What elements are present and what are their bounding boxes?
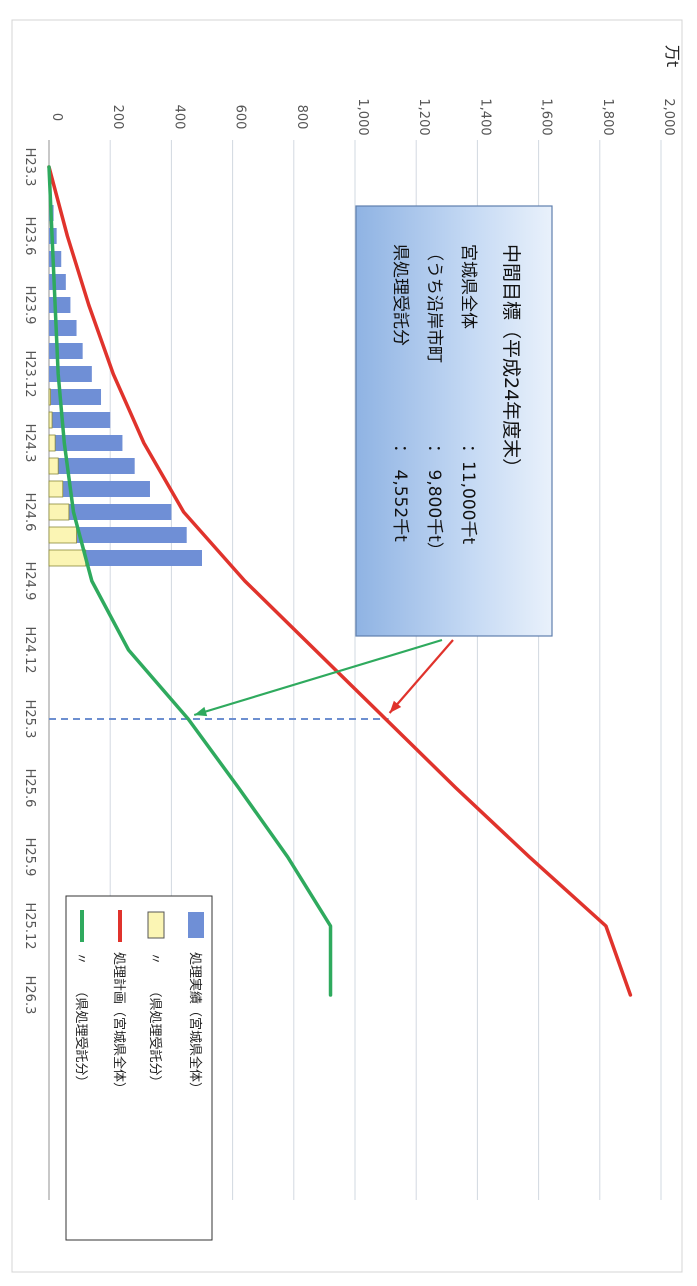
x-tick-label: H25.9	[22, 838, 37, 877]
bar-total-H24.6	[49, 504, 172, 520]
x-tick-label: H24.9	[22, 562, 37, 601]
y-tick-label: 2,000	[661, 98, 676, 135]
unit-label: 万t	[663, 45, 682, 67]
x-tick-label: H23.6	[22, 217, 37, 256]
bar-total-H24.5	[49, 481, 150, 497]
annotation-label: 宮城県全体	[458, 244, 478, 329]
line-plan-pref	[47, 165, 333, 997]
y-tick-label: 0	[49, 113, 64, 121]
bar-pref-H24.3	[48, 434, 56, 452]
y-tick-label: 600	[233, 105, 248, 130]
legend-swatch-bar	[188, 912, 204, 938]
annotation-value: ：11,000千t	[458, 444, 478, 544]
annotation-value: ： 4,552千t	[390, 444, 410, 542]
bar-total-H24.4	[49, 458, 135, 474]
annotation-title: 中間目標（平成24年度末）	[500, 244, 522, 477]
annotation-label: （うち沿岸市町	[424, 244, 444, 363]
x-tick-label: H25.3	[22, 700, 37, 739]
y-tick-label: 1,200	[416, 98, 431, 135]
annotation-value: ： 9,800千t）	[424, 444, 444, 559]
legend-frame	[65, 895, 213, 1241]
y-tick-label: 200	[110, 105, 125, 130]
x-tick-label: H24.6	[22, 493, 37, 532]
y-tick-label: 1,000	[355, 98, 370, 135]
bar-total-H24.1	[49, 389, 102, 405]
x-tick-label: H23.3	[22, 148, 37, 187]
bar-pref-H24.7	[48, 526, 77, 544]
legend-swatch-bar	[147, 911, 165, 939]
y-tick-label: 1,800	[600, 98, 615, 135]
annotation-frame	[355, 205, 553, 637]
bar-pref-H24.8	[48, 549, 87, 567]
y-tick-label: 1,600	[539, 98, 554, 135]
legend-label: 処理計画（宮城県全体）	[111, 952, 127, 1095]
legend: 処理実績（宮城県全体） 〃 （県処理受託分） 処理計画（宮城県全体） 〃 （県処理受託…	[65, 895, 213, 1241]
arrow-total-head	[389, 700, 402, 713]
bar-total-H23.9	[49, 297, 71, 313]
x-tick-label: H23.9	[22, 286, 37, 325]
bar-total-H23.12	[49, 366, 92, 382]
y-tick-label: 1,400	[477, 98, 492, 135]
x-tick-label: H25.6	[22, 769, 37, 808]
plot-frame	[11, 19, 683, 1273]
bar-total-H24.2	[49, 412, 111, 428]
legend-label: 〃 （県処理受託分）	[147, 952, 163, 1089]
bar-pref-H24.5	[48, 480, 64, 498]
bar-pref-H24.2	[48, 411, 53, 429]
arrow-pref-head	[194, 706, 208, 717]
bar-pref-H24.1	[48, 388, 51, 406]
axes: 0 200 400 600 800 1,000 1,200 1,400 1,600 1,800 2,…	[22, 45, 682, 1015]
bar-total-H23.8	[49, 274, 66, 290]
bar-total-H23.7	[49, 251, 62, 267]
y-tick-label: 800	[294, 105, 309, 130]
bar-pref-H24.6	[48, 503, 70, 521]
legend-label: 処理実績（宮城県全体）	[187, 952, 203, 1095]
bar-pref-H24.4	[48, 457, 59, 475]
x-tick-label: H26.3	[22, 976, 37, 1015]
x-tick-label: H23.12	[22, 351, 37, 398]
x-tick-label: H24.12	[22, 627, 37, 674]
annotation-box: 中間目標（平成24年度末） 宮城県全体 ：11,000千t （うち沿岸市町 ： 9,80…	[193, 205, 553, 717]
bar-total-H23.11	[49, 343, 83, 359]
arrow-pref	[193, 638, 443, 717]
line-plan-total	[47, 165, 633, 997]
annotation-label: 県処理受託分	[390, 244, 410, 346]
arrow-total	[388, 639, 454, 714]
line-series	[47, 165, 633, 997]
x-tick-label: H25.12	[22, 903, 37, 950]
legend-label: 〃 （県処理受託分）	[73, 952, 89, 1089]
bar-total-H23.10	[49, 320, 77, 336]
x-tick-label: H24.3	[22, 424, 37, 463]
bar-total-H24.7	[49, 527, 187, 543]
y-tick-label: 400	[171, 105, 186, 130]
bar-total-H24.3	[49, 435, 123, 451]
